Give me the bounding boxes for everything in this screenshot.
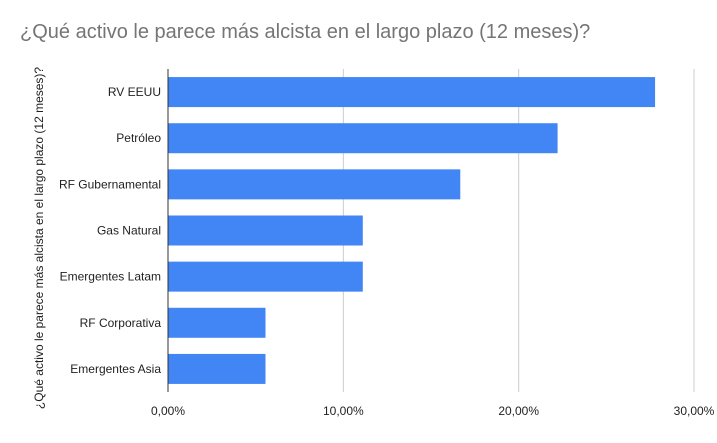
- bar: [168, 169, 461, 200]
- x-tick-label: 30,00%: [674, 404, 715, 418]
- bars: [168, 77, 656, 384]
- category-label: Emergentes Asia: [70, 362, 161, 376]
- labels: 0,00% 10,00% 20,00% 30,00% RV EEUU Petróleo RF…: [59, 85, 715, 418]
- category-label: Gas Natural: [97, 224, 161, 238]
- category-label: RF Corporativa: [80, 316, 162, 330]
- category-label: RF Gubernamental: [59, 177, 161, 191]
- category-label: Emergentes Latam: [60, 270, 161, 284]
- bar: [168, 261, 363, 292]
- bar: [168, 307, 266, 338]
- chart-title: ¿Qué activo le parece más alcista en el …: [20, 21, 591, 43]
- bar: [168, 123, 558, 154]
- category-label: Petróleo: [116, 131, 161, 145]
- bar: [168, 353, 266, 384]
- x-tick-label: 0,00%: [151, 404, 185, 418]
- gridlines: [342, 69, 695, 392]
- category-label: RV EEUU: [108, 85, 161, 99]
- x-tick-label: 20,00%: [498, 404, 539, 418]
- bar: [168, 77, 656, 108]
- bar: [168, 215, 363, 246]
- y-axis-title: ¿Qué activo le parece más alcista en el …: [32, 67, 46, 409]
- x-tick-label: 10,00%: [323, 404, 364, 418]
